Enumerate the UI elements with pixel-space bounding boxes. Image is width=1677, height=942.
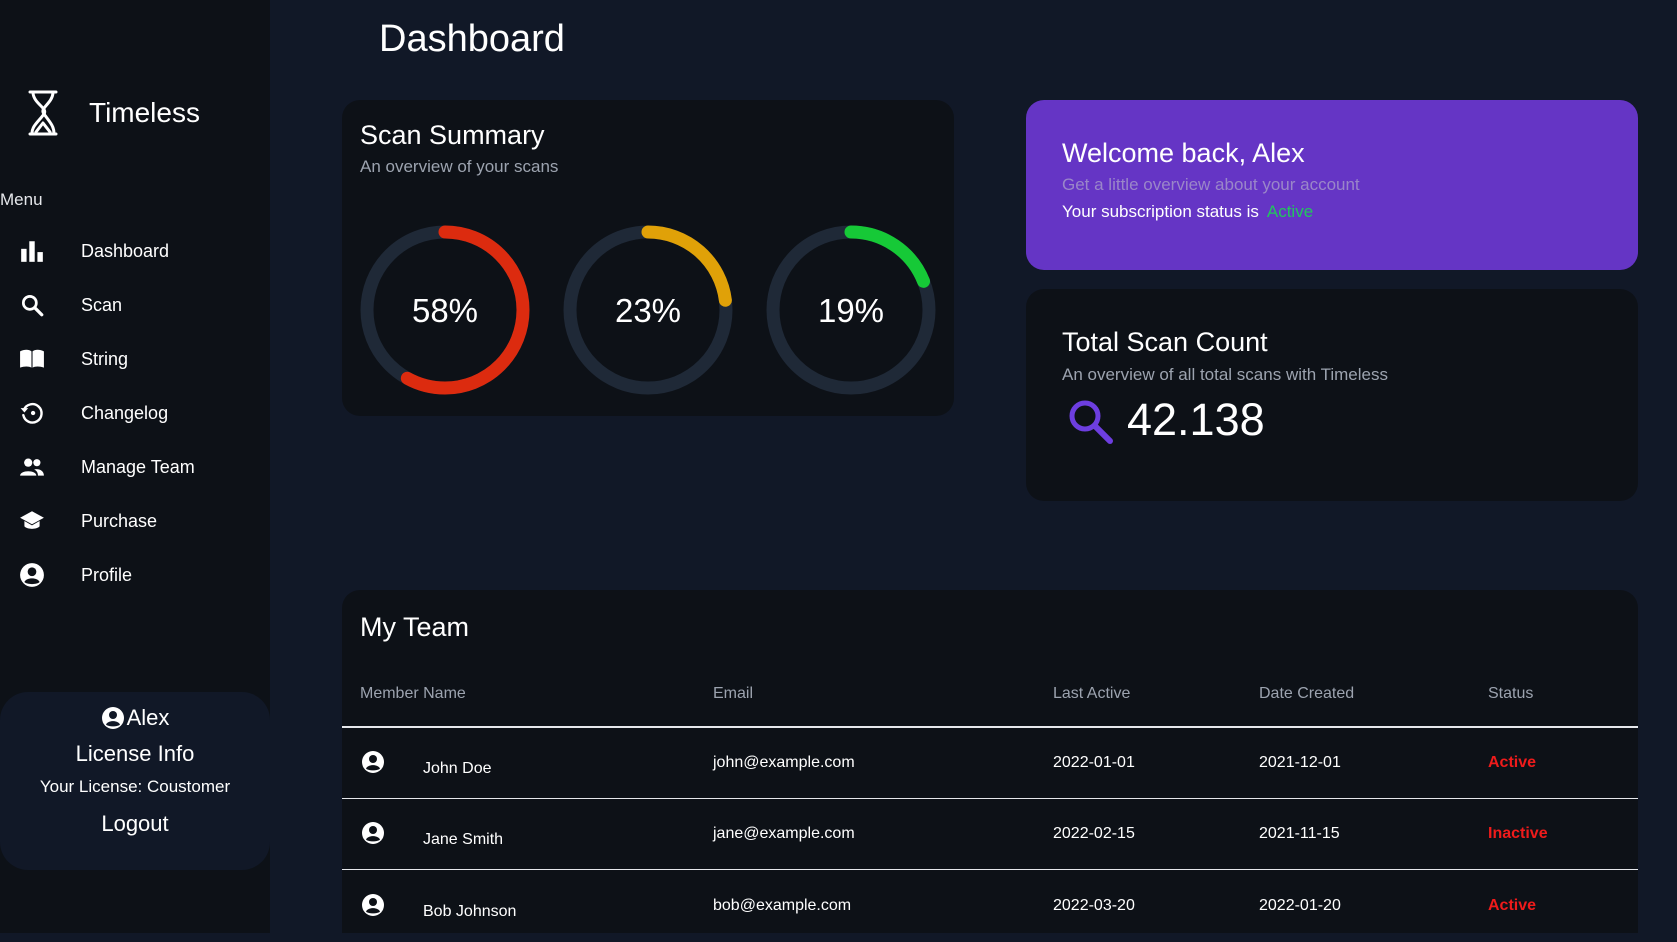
user-info: Alex (0, 705, 270, 731)
gauge-progress-arc (766, 225, 936, 395)
sidebar-item-scan[interactable]: Scan (0, 278, 270, 332)
subscription-status-label: Your subscription status is (1062, 202, 1259, 221)
subscription-status-value: Active (1266, 202, 1314, 221)
column-header-date-created[interactable]: Date Created (1259, 685, 1355, 702)
user-license-card: Alex License Info Your License: Coustome… (0, 692, 270, 870)
team-title: My Team (360, 612, 470, 642)
sidebar-nav: Dashboard Scan String Changelog Manage T… (0, 224, 270, 602)
sidebar-item-label: Dashboard (81, 240, 170, 261)
total-scan-count-card: Total Scan Count An overview of all tota… (1026, 289, 1638, 501)
member-date-created: 2021-12-01 (1259, 754, 1341, 771)
member-name: Jane Smith (423, 831, 504, 848)
member-last-active: 2022-03-20 (1053, 897, 1135, 914)
page-title: Dashboard (379, 18, 565, 60)
member-email: jane@example.com (713, 825, 855, 842)
sidebar-item-label: String (81, 348, 129, 369)
total-scan-title: Total Scan Count (1062, 327, 1268, 357)
graduation-cap-icon (17, 506, 47, 536)
subscription-status: Your subscription status is Active (1062, 202, 1313, 222)
member-status: Active (1488, 754, 1537, 771)
member-avatar-icon (362, 894, 384, 916)
member-avatar-icon (362, 751, 384, 773)
scan-summary-subtitle: An overview of your scans (360, 157, 559, 176)
member-name: John Doe (423, 760, 492, 777)
scan-summary-card: Scan Summary An overview of your scans 5… (342, 100, 954, 416)
sidebar-item-label: Changelog (81, 402, 169, 423)
gauge-percent-label: 19% (818, 292, 884, 329)
welcome-title: Welcome back, Alex (1062, 138, 1305, 168)
welcome-card: Welcome back, Alex Get a little overview… (1026, 100, 1638, 270)
member-email: bob@example.com (713, 897, 852, 914)
user-avatar-icon (101, 707, 124, 729)
column-header-email[interactable]: Email (713, 685, 754, 702)
column-header-last-active[interactable]: Last Active (1053, 685, 1131, 702)
user-name: Alex (126, 705, 170, 730)
sidebar-item-label: Purchase (81, 510, 158, 531)
my-team-card: My Team Member Name Email Last Active Da… (342, 590, 1638, 933)
gauge-percent-label: 23% (615, 292, 681, 329)
row-divider (342, 869, 1638, 870)
sidebar-item-purchase[interactable]: Purchase (0, 494, 270, 548)
member-name: Bob Johnson (423, 903, 517, 920)
scan-summary-title: Scan Summary (360, 120, 545, 150)
member-date-created: 2022-01-20 (1259, 897, 1341, 914)
member-status: Active (1488, 897, 1537, 914)
sidebar-item-changelog[interactable]: Changelog (0, 386, 270, 440)
team-icon (17, 452, 47, 482)
book-icon (17, 344, 47, 374)
column-header-status[interactable]: Status (1488, 685, 1534, 702)
sidebar-item-label: Profile (81, 564, 133, 585)
sidebar: Timeless Menu Dashboard Scan String Cha (0, 0, 270, 933)
member-status: Inactive (1488, 825, 1548, 842)
search-icon (17, 290, 47, 320)
member-last-active: 2022-01-01 (1053, 754, 1135, 771)
sidebar-item-manage-team[interactable]: Manage Team (0, 440, 270, 494)
table-row[interactable]: Bob Johnson bob@example.com 2022-03-20 2… (342, 871, 1638, 942)
total-scan-subtitle: An overview of all total scans with Time… (1062, 365, 1388, 384)
gauge-progress-arc (563, 225, 733, 395)
member-avatar-icon (362, 822, 384, 844)
logout-button[interactable]: Logout (101, 811, 169, 836)
member-date-created: 2021-11-15 (1259, 825, 1340, 842)
search-icon (1069, 400, 1113, 444)
table-row[interactable]: John Doe john@example.com 2022-01-01 202… (342, 728, 1638, 799)
sidebar-item-profile[interactable]: Profile (0, 548, 270, 602)
table-header-divider (342, 726, 1638, 728)
total-scan-value: 42.138 (1127, 394, 1265, 445)
gauge-percent-label: 58% (412, 292, 478, 329)
member-email: john@example.com (713, 754, 855, 771)
sidebar-item-dashboard[interactable]: Dashboard (0, 224, 270, 278)
menu-label: Menu (0, 190, 43, 209)
sidebar-item-label: Scan (81, 294, 123, 315)
gauge-progress-arc (360, 225, 530, 395)
table-row[interactable]: Jane Smith jane@example.com 2022-02-15 2… (342, 799, 1638, 870)
brand-name: Timeless (89, 97, 200, 128)
sidebar-item-string[interactable]: String (0, 332, 270, 386)
hourglass-logo-icon (28, 90, 58, 136)
row-divider (342, 798, 1638, 799)
bar-chart-icon (17, 236, 47, 266)
license-type: Your License: Coustomer (39, 777, 231, 796)
member-last-active: 2022-02-15 (1053, 825, 1135, 842)
sidebar-item-label: Manage Team (81, 456, 195, 477)
column-header-member-name[interactable]: Member Name (360, 685, 466, 702)
scan-gauges: 58% 23% 19% (360, 225, 936, 395)
welcome-subtitle: Get a little overview about your account (1062, 175, 1360, 194)
brand[interactable]: Timeless (22, 88, 200, 138)
license-info-title: License Info (75, 741, 195, 766)
profile-icon (17, 560, 47, 590)
history-icon (17, 398, 47, 428)
